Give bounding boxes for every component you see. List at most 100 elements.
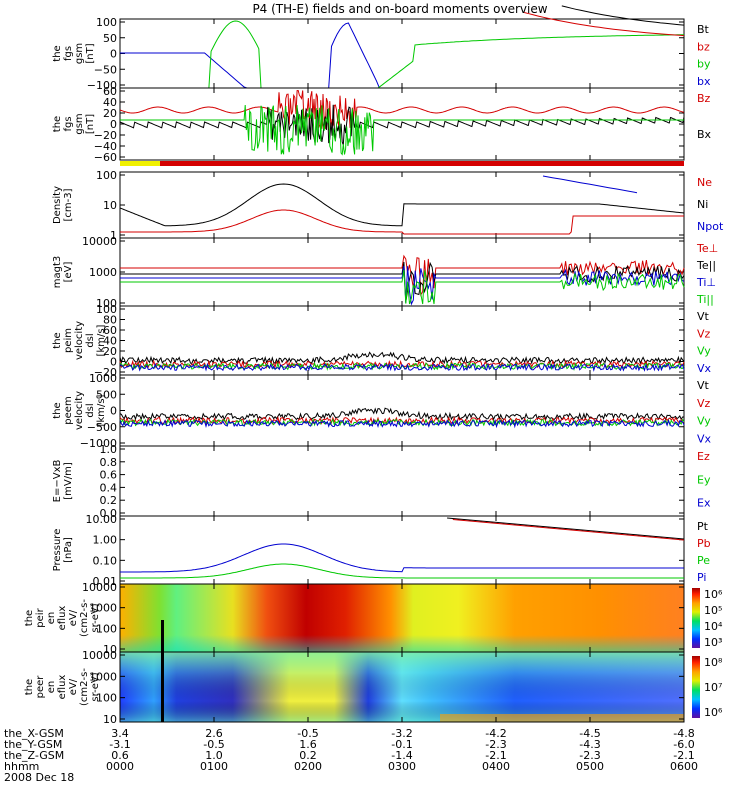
panel-3: 100 10 1 Density[cm-3] Ne Ni Npot bbox=[52, 169, 724, 242]
y-axis-label-line: eflux bbox=[57, 675, 68, 700]
legend-label: Te|| bbox=[696, 259, 716, 272]
series-pe bbox=[120, 563, 684, 579]
y-tick-label: 100 bbox=[96, 16, 117, 29]
electron-spectrogram-band bbox=[440, 714, 684, 722]
series-pt bbox=[447, 517, 685, 540]
legend-label: Pb bbox=[697, 537, 711, 550]
orbit-value: 0300 bbox=[388, 760, 416, 773]
panel-4: 10000 1000 100 magt3[eV] Te⊥ Te|| Ti⊥ Ti|| bbox=[52, 235, 718, 310]
orbit-value: 0.2 bbox=[299, 749, 317, 762]
y-tick-label: 1000 bbox=[89, 372, 117, 385]
y-tick-label: 1000 bbox=[89, 602, 117, 615]
legend-label: Pt bbox=[697, 520, 709, 533]
orbit-value: -4.5 bbox=[579, 727, 600, 740]
legend-label: Bz bbox=[697, 92, 711, 105]
orbit-value: -4.8 bbox=[673, 727, 694, 740]
orbit-value: 3.4 bbox=[111, 727, 129, 740]
y-tick-label: 100 bbox=[96, 169, 117, 182]
orbit-footer: the_X-GSM 3.4 2.6 -0.5 -3.2 -4.2 -4.5 -4.8the_Y… bbox=[4, 727, 698, 784]
y-axis-label: thepeerenefluxeV/(cm2-s-sr-eV) bbox=[24, 668, 101, 706]
series-ti-par bbox=[120, 269, 685, 305]
y-axis-label-line: velocity bbox=[74, 391, 85, 430]
legend-label: Vt bbox=[697, 310, 710, 323]
y-axis-label-line: the bbox=[52, 332, 63, 348]
y-axis-label-line: en bbox=[46, 681, 57, 694]
electron-spectrogram-shade bbox=[120, 652, 684, 722]
series-ti-perp bbox=[120, 265, 685, 306]
y-axis-label-line: sr-eV) bbox=[90, 672, 101, 701]
colorbar-label: 10⁶ bbox=[704, 588, 723, 601]
series-bx bbox=[119, 104, 685, 146]
panel-10: 10000100010010thepeerenefluxeV/(cm2-s-sr… bbox=[24, 649, 723, 726]
y-tick-label: 0.8 bbox=[100, 456, 118, 469]
orbit-value: -6.0 bbox=[673, 738, 694, 751]
y-tick-label: 10 bbox=[103, 713, 117, 726]
legend-label: Vz bbox=[697, 327, 711, 340]
colorbar-label: 10³ bbox=[704, 636, 722, 649]
y-axis-label-line: peer bbox=[35, 675, 46, 699]
legend-label: Ni bbox=[697, 198, 708, 211]
colorbar bbox=[692, 588, 700, 648]
y-axis-label-line: the bbox=[24, 610, 35, 626]
y-tick-label: 100 bbox=[96, 303, 117, 316]
series-by bbox=[120, 104, 684, 156]
orbit-value: 1.0 bbox=[205, 749, 223, 762]
y-axis-label-line: peem bbox=[63, 396, 74, 424]
y-axis-label-line: Pressure bbox=[52, 529, 63, 572]
series-pb bbox=[452, 519, 685, 541]
y-tick-label: 0.01 bbox=[93, 575, 118, 588]
y-axis-label-line: [eV] bbox=[63, 262, 74, 283]
y-tick-label: 60 bbox=[103, 324, 117, 337]
y-tick-label: 80 bbox=[103, 314, 117, 327]
y-axis-label-line: (cm2-s- bbox=[79, 668, 90, 706]
y-tick-label: 10000 bbox=[82, 581, 117, 594]
series-bx bbox=[120, 22, 684, 89]
y-tick-label: −100 bbox=[87, 79, 117, 92]
y-tick-label: 1000 bbox=[89, 266, 117, 279]
legend-label: by bbox=[697, 58, 711, 71]
orbit-value: 2.6 bbox=[205, 727, 223, 740]
y-axis-label-line: the bbox=[52, 402, 63, 418]
legend-label: Pe bbox=[697, 554, 710, 567]
y-axis-label-line: the bbox=[52, 116, 63, 132]
status-bar-yellow bbox=[120, 161, 160, 166]
legend-label: Ne bbox=[697, 176, 712, 189]
y-tick-label: −500 bbox=[87, 421, 117, 434]
y-axis-label: thefgsgsm[nT] bbox=[52, 113, 96, 134]
series-vt bbox=[119, 351, 685, 365]
panel-frame bbox=[119, 445, 685, 517]
y-axis-label-line: dsl bbox=[85, 403, 96, 417]
orbit-value: -0.1 bbox=[391, 738, 412, 751]
orbit-value: -3.2 bbox=[391, 727, 412, 740]
series-pi bbox=[120, 543, 684, 573]
panel-8: 10.00 1.00 0.10 0.01 Pressure[nPa] Pt Pb Pe Pi bbox=[52, 513, 711, 588]
legend-label: Vz bbox=[697, 397, 711, 410]
y-tick-label: 10.00 bbox=[86, 513, 118, 526]
y-axis-label-line: E=−VxB bbox=[52, 460, 63, 503]
y-tick-label: 10 bbox=[103, 643, 117, 656]
chart-title: P4 (TH-E) fields and on-board moments ov… bbox=[252, 2, 547, 16]
series-ne bbox=[120, 209, 684, 235]
y-axis-label-line: [cm-3] bbox=[63, 188, 74, 221]
y-tick-label: 60 bbox=[103, 85, 117, 98]
legend-label: Bx bbox=[697, 128, 712, 141]
y-axis-label-line: velocity bbox=[74, 321, 85, 360]
y-tick-label: 0.0 bbox=[100, 507, 118, 520]
orbit-value: -1.4 bbox=[391, 749, 412, 762]
y-axis-label-line: fgs bbox=[63, 46, 74, 61]
legend-label: Ez bbox=[697, 450, 710, 463]
y-tick-label: −40 bbox=[94, 140, 117, 153]
orbit-value: -0.5 bbox=[297, 727, 318, 740]
y-axis-label-line: gsm bbox=[74, 43, 85, 64]
orbit-value: -2.3 bbox=[579, 749, 600, 762]
orbit-value: -2.3 bbox=[485, 738, 506, 751]
status-bar-red bbox=[160, 161, 684, 166]
panel-6: 1000 500 0 −500 −1000 thepeemvelocitydsl[km/s… bbox=[52, 372, 712, 450]
data-gap-marker bbox=[161, 620, 164, 652]
colorbar-label: 10⁴ bbox=[704, 620, 723, 633]
series-bz bbox=[119, 89, 685, 131]
y-axis-label-line: en bbox=[46, 612, 57, 625]
y-axis-label-line: peim bbox=[63, 328, 74, 353]
